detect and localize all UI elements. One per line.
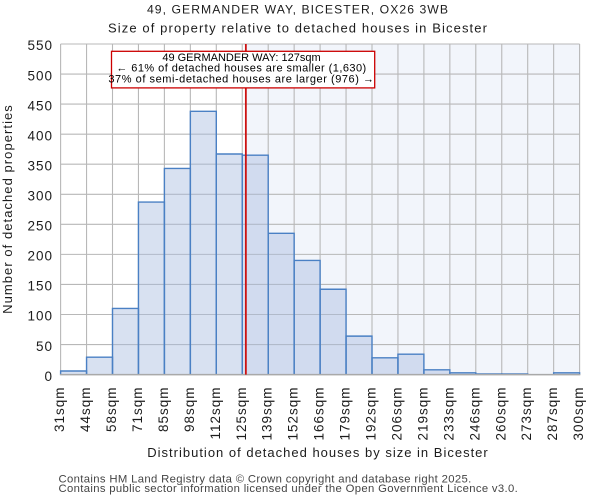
svg-text:125sqm: 125sqm [234,387,249,441]
svg-text:85sqm: 85sqm [156,387,171,433]
svg-text:49, GERMANDER WAY, BICESTER, O: 49, GERMANDER WAY, BICESTER, OX26 3WB [147,3,449,17]
svg-text:Distribution of detached house: Distribution of detached houses by size … [147,445,489,460]
svg-text:← 61% of detached houses are s: ← 61% of detached houses are smaller (1,… [116,63,366,75]
svg-text:300sqm: 300sqm [571,387,586,441]
svg-text:150: 150 [27,279,53,294]
svg-text:152sqm: 152sqm [286,387,301,441]
svg-text:Contains HM Land Registry data: Contains HM Land Registry data © Crown c… [59,474,472,486]
svg-text:350: 350 [27,158,53,173]
svg-text:139sqm: 139sqm [260,387,275,441]
svg-text:450: 450 [27,98,53,113]
svg-text:50: 50 [36,339,53,354]
svg-text:192sqm: 192sqm [364,387,379,441]
svg-text:49 GERMANDER WAY: 127sqm: 49 GERMANDER WAY: 127sqm [162,52,320,64]
svg-text:200: 200 [27,249,53,264]
svg-text:219sqm: 219sqm [415,387,430,441]
svg-text:0: 0 [44,369,53,384]
svg-text:71sqm: 71sqm [130,387,145,433]
svg-text:400: 400 [27,128,53,143]
svg-text:112sqm: 112sqm [208,387,223,440]
svg-text:500: 500 [27,68,53,83]
svg-text:273sqm: 273sqm [519,387,534,441]
svg-text:206sqm: 206sqm [389,387,404,441]
svg-text:98sqm: 98sqm [182,387,197,433]
svg-text:233sqm: 233sqm [441,387,456,441]
svg-text:31sqm: 31sqm [52,387,67,433]
svg-text:287sqm: 287sqm [545,387,560,441]
svg-text:260sqm: 260sqm [493,387,508,441]
svg-text:37% of semi-detached houses ar: 37% of semi-detached houses are larger (… [108,73,374,85]
svg-text:246sqm: 246sqm [467,387,482,441]
svg-text:300: 300 [27,188,53,203]
svg-text:179sqm: 179sqm [338,387,353,441]
svg-text:Number of detached properties: Number of detached properties [0,104,15,314]
svg-text:100: 100 [27,309,53,324]
svg-text:Size of property relative to d: Size of property relative to detached ho… [108,20,488,35]
svg-text:166sqm: 166sqm [312,387,327,441]
svg-text:44sqm: 44sqm [78,387,93,433]
svg-text:58sqm: 58sqm [104,387,119,433]
svg-text:250: 250 [27,219,53,234]
svg-text:Contains public sector informa: Contains public sector information licen… [59,483,519,495]
svg-text:550: 550 [27,38,53,53]
